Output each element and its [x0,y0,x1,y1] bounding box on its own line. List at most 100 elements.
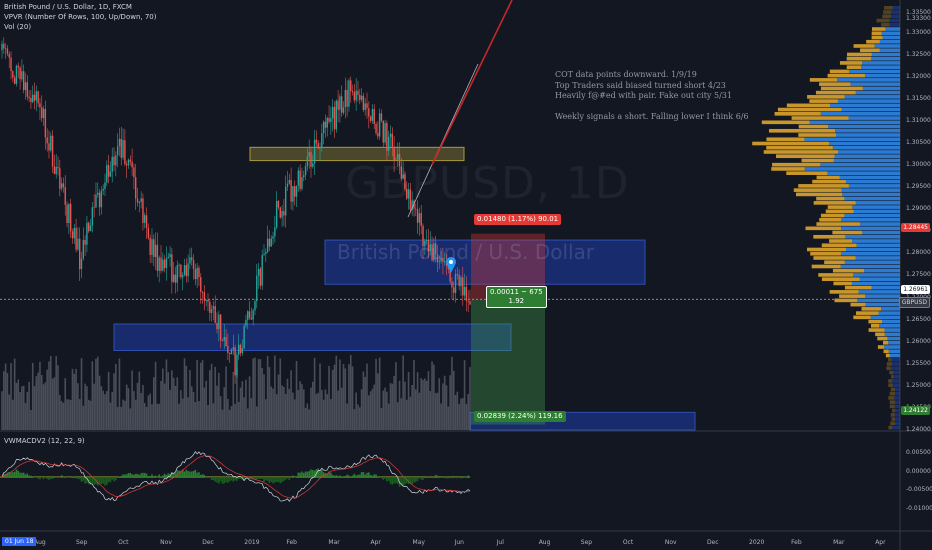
volume-bar [418,392,421,430]
vpvr-bar-up [809,120,900,125]
macd-hist-bar [51,477,54,479]
vpvr-bar-up [853,209,900,214]
volume-bar [245,379,247,430]
macd-hist-bar [395,477,397,484]
candle-body [160,257,162,271]
time-axis-tick: 2019 [244,539,260,546]
macd-legend[interactable]: VWMACDV2 (12, 22, 9) [4,437,85,445]
vpvr-bar-down [881,22,890,27]
macd-hist-bar [205,477,207,478]
candle-body [39,103,41,108]
vpvr-bar-up [894,387,900,392]
candle-body [82,239,85,259]
vpvr-bar-up [841,226,900,231]
macd-hist-bar [418,477,421,479]
vpvr-bar-down [768,128,836,133]
vpvr-bar-down [776,154,835,159]
macd-hist-bar [456,477,459,479]
volume-bar [461,397,464,430]
candle-body [451,281,453,288]
candle-body [118,138,121,147]
macd-hist-bar [60,475,63,477]
volume-bar [402,355,404,430]
candle-body [232,347,234,350]
volume-bar [337,390,339,430]
candle-body [223,337,225,341]
price-axis-tick: 1.33300 [906,15,931,23]
volume-bar [172,377,175,430]
macd-hist-bar [194,469,197,477]
candle-body [171,254,173,282]
volume-bar [219,396,222,430]
macd-hist-bar [337,476,339,477]
volume-bar [321,389,323,430]
vpvr-bar-up [865,294,900,298]
candle-body [407,189,410,199]
vpvr-bar-down [786,171,828,175]
vpvr-bar-down [798,133,836,137]
candle-body [317,143,319,149]
volume-bar [433,364,435,430]
vpvr-bar-down [891,374,894,379]
symbol-price-tag: GBPUSD [898,297,930,308]
volume-bar [59,394,61,430]
volume-bar [174,385,177,430]
volume-bar [281,385,283,430]
time-axis-tick: Nov [664,539,677,546]
volume-bar [225,366,227,430]
macd-hist-bar [151,474,153,477]
price-axis-tick: 1.33000 [906,28,931,36]
vpvr-bar-down [812,179,846,184]
macd-hist-bar [236,477,238,481]
vpvr-bar-up [804,137,900,142]
volume-bar [87,399,90,430]
vpvr-bar-up [878,311,900,315]
vpvr-bar-down [816,175,840,180]
volume-bar [31,362,34,430]
volume-bar [125,384,128,430]
volume-legend[interactable]: Vol (20) [4,23,32,31]
vpvr-bar-up [844,196,900,201]
price-axis-tick: 1.30500 [906,138,931,146]
macd-hist-bar [404,477,406,485]
symbol-legend[interactable]: British Pound / U.S. Dollar, 1D, FXCM [4,3,132,11]
macd-hist-bar [113,477,115,482]
vpvr-bar-down [793,188,842,192]
vpvr-bar-down [819,82,851,86]
vpvr-bar-up [852,239,900,243]
macd-hist-bar [55,477,58,478]
candle-body [257,268,260,276]
volume-bar [377,373,379,430]
candle-body [26,82,28,97]
macd-hist-bar [3,473,5,477]
candle-body [167,256,169,259]
volume-bar [203,387,206,430]
volume-bar [30,409,32,430]
candle-body [438,261,440,263]
volume-bar [96,356,99,430]
vpvr-bar-down [861,307,882,311]
macd-hist-bar [295,476,298,477]
vpvr-bar-down [818,273,854,277]
vpvr-bar-down [883,349,889,354]
volume-bar [107,371,110,430]
vpvr-bar-up [835,128,900,133]
macd-hist-bar [322,472,325,477]
vpvr-legend[interactable]: VPVR (Number Of Rows, 100, Up/Down, 70) [4,13,157,21]
volume-bar [368,395,370,430]
vpvr-bar-down [889,404,895,409]
candle-body [44,108,47,138]
target-price-tag: 1.24122 [901,406,930,415]
candle-body [416,209,419,223]
macd-hist-bar [283,477,285,481]
time-axis-tick: Oct [622,539,634,546]
stop-loss-label: 0.01480 (1.17%) 90.01 [474,214,562,225]
candle-body [261,255,263,286]
candle-body [306,156,309,167]
candle-body [91,207,94,226]
volume-bar [75,368,77,430]
candle-body [247,311,249,320]
candle-body [95,194,97,208]
entry-label-line2: 1.92 [508,297,525,305]
